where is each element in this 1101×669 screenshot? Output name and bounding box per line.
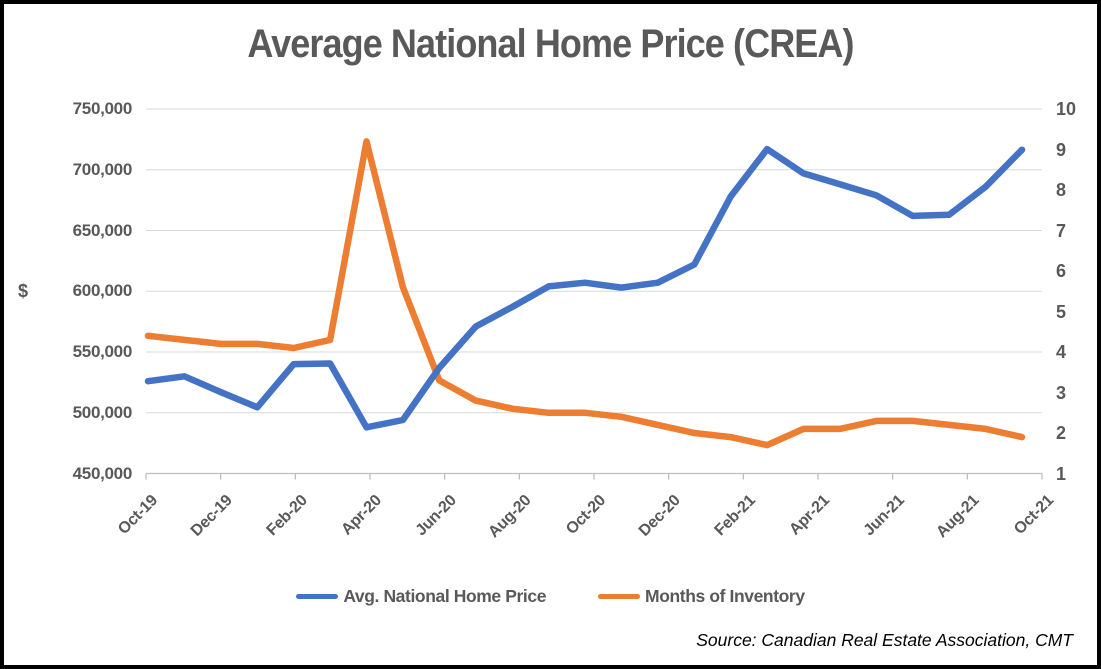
axis-label-y-left: 550,000 [72, 342, 133, 361]
left-axis-title: $ [18, 281, 29, 302]
axis-label-y-right: 8 [1056, 180, 1067, 200]
axis-label-y-left: 700,000 [72, 159, 133, 179]
price-line-swatch [296, 593, 339, 599]
axis-label-y-right: 2 [1056, 423, 1067, 443]
axis-label-y-left: 500,000 [72, 402, 133, 422]
axis-label-y-left: 750,000 [72, 99, 133, 118]
axis-label-y-right: 6 [1056, 261, 1067, 281]
series-line-months-of-inventory [144, 138, 1026, 449]
axis-label-y-right: 9 [1056, 139, 1067, 160]
axis-label-y-right: 3 [1056, 382, 1067, 403]
source-note: Source: Canadian Real Estate Association… [696, 630, 1073, 650]
axis-label-y-right: 5 [1056, 301, 1067, 322]
axis-label-y-right: 10 [1056, 99, 1077, 119]
inventory-line-swatch [598, 593, 641, 599]
axis-label-y-left: 450,000 [72, 463, 133, 483]
legend-item-inventory: Months of Inventory [598, 586, 805, 607]
legend-label-price: Avg. National Home Price [343, 585, 547, 606]
legend: Avg. National Home Price Months of Inven… [0, 583, 1101, 609]
axis-label-y-left: 600,000 [72, 281, 133, 301]
axis-label-y-right: 1 [1056, 463, 1067, 484]
legend-item-price: Avg. National Home Price [296, 586, 546, 607]
legend-label-inventory: Months of Inventory [645, 585, 805, 606]
axis-label-y-left: 650,000 [72, 220, 133, 240]
series-line-avg-national-home-price [144, 145, 1026, 431]
axis-label-y-right: 4 [1056, 342, 1067, 362]
chart-title: Average National Home Price (CREA) [247, 22, 854, 66]
axis-label-y-right: 7 [1056, 220, 1067, 241]
